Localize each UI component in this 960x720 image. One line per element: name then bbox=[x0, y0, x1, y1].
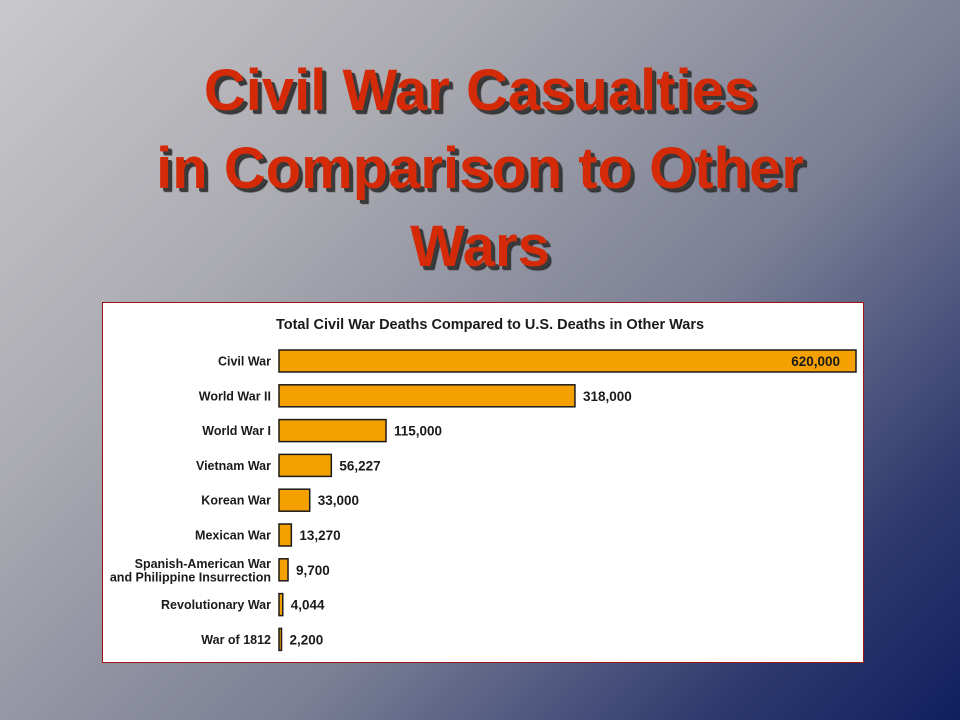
bar-2 bbox=[278, 418, 387, 443]
bars-group: Civil War 620,000 World War II 318,000 World… bbox=[110, 349, 857, 652]
category-label-4: Korean War bbox=[201, 494, 271, 508]
value-label-3: 56,227 bbox=[339, 458, 380, 473]
chart-panel: Total Civil War Deaths Compared to U.S. … bbox=[102, 302, 864, 663]
slide-title-line-2: in Comparison to Other bbox=[156, 136, 804, 201]
bar-6 bbox=[278, 558, 289, 582]
category-label-1: World War II bbox=[199, 389, 271, 403]
value-label-8: 2,200 bbox=[290, 632, 324, 647]
category-label-6: Spanish-American War and Philippine Insur… bbox=[110, 557, 271, 585]
value-label-6: 9,700 bbox=[296, 563, 330, 578]
category-label-5: Mexican War bbox=[195, 529, 271, 543]
value-label-4: 33,000 bbox=[318, 493, 359, 508]
value-label-7: 4,044 bbox=[291, 598, 325, 613]
bar-0 bbox=[278, 349, 857, 373]
category-label-7: Revolutionary War bbox=[161, 598, 271, 612]
value-label-5: 13,270 bbox=[299, 528, 340, 543]
bar-7 bbox=[278, 592, 284, 617]
bar-8 bbox=[278, 627, 283, 652]
chart-title: Total Civil War Deaths Compared to U.S. … bbox=[276, 317, 704, 333]
bar-5 bbox=[278, 523, 293, 547]
slide-title-line-3: Wars bbox=[410, 214, 550, 279]
bar-3 bbox=[278, 453, 333, 478]
slide-title-line-1: Civil War Casualties bbox=[203, 58, 757, 123]
category-label-2: World War I bbox=[202, 424, 271, 438]
category-label-8: War of 1812 bbox=[201, 633, 271, 647]
slide-title: Civil War Casualties in Comparison to Ot… bbox=[0, 52, 960, 286]
bar-4 bbox=[278, 488, 311, 512]
value-label-2: 115,000 bbox=[394, 424, 442, 439]
category-label-3: Vietnam War bbox=[196, 459, 271, 473]
category-label-0: Civil War bbox=[218, 355, 271, 369]
value-label-0: 620,000 bbox=[791, 354, 840, 369]
bar-1 bbox=[278, 384, 576, 408]
bar-chart: Total Civil War Deaths Compared to U.S. … bbox=[110, 317, 857, 652]
value-label-1: 318,000 bbox=[583, 389, 632, 404]
